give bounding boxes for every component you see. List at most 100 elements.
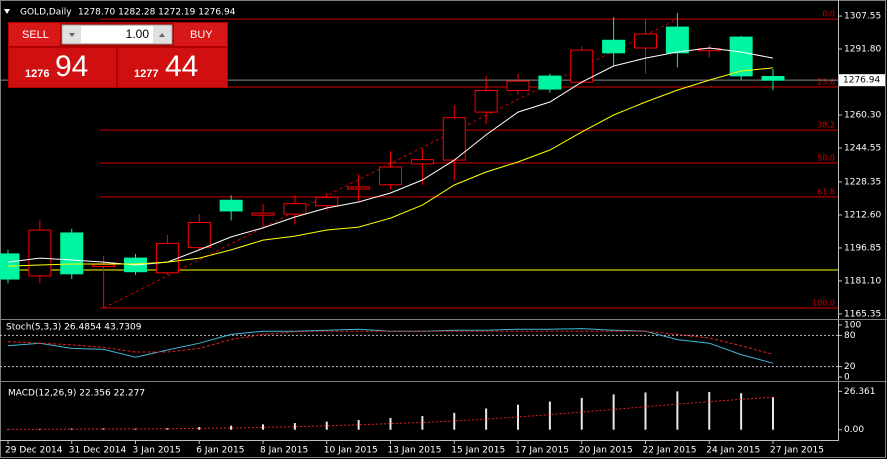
fib-label: 100.0 <box>812 298 835 307</box>
trade-panel: SELL 1.00 BUY 1276 94 1277 44 <box>8 22 228 88</box>
candle-body <box>602 39 626 54</box>
macd-bar <box>421 416 424 430</box>
stoch-title: Stoch(5,3,3) 26.4854 43.7309 <box>6 323 142 333</box>
macd-bar <box>485 408 488 430</box>
candle-body <box>379 166 402 186</box>
macd-bar <box>325 421 328 430</box>
bid-label: 1276.94 <box>843 76 880 86</box>
macd-bar <box>38 428 41 430</box>
macd-bar <box>612 394 615 430</box>
x-tick-label: 13 Jan 2015 <box>388 446 442 456</box>
fib-label: 50.0 <box>817 154 835 163</box>
candle-body <box>506 80 530 92</box>
y-tick-label: 20 <box>844 362 856 372</box>
macd-bar <box>166 428 169 430</box>
x-tick-label: 31 Dec 2014 <box>69 446 127 456</box>
macd-bar <box>230 425 233 430</box>
fib-label: 61.8 <box>817 187 835 196</box>
macd-bar <box>102 428 105 430</box>
fib-label: 0.0 <box>822 10 835 19</box>
macd-bar <box>198 427 201 430</box>
candle-body <box>155 242 179 274</box>
candle-body <box>28 229 52 277</box>
ohlc-header: 1278.70 1282.28 1272.19 1276.94 <box>78 8 236 18</box>
y-tick-label: 1228.35 <box>844 177 881 187</box>
series-line <box>7 328 774 364</box>
candle-body <box>570 49 594 83</box>
y-tick-label: 1165.35 <box>844 309 881 319</box>
x-tick-label: 3 Jan 2015 <box>133 446 181 456</box>
y-tick-label: 1307.55 <box>844 12 881 22</box>
macd-title: MACD(12,26,9) 22.356 22.277 <box>8 389 145 399</box>
candle-body <box>219 199 243 212</box>
macd-bar <box>357 419 360 430</box>
series-line <box>7 67 774 267</box>
macd-bar <box>389 417 392 430</box>
collapse-icon[interactable] <box>4 9 10 14</box>
bid-tag <box>839 74 885 87</box>
macd-bar <box>134 428 137 430</box>
y-tick-label: 100 <box>844 321 861 331</box>
buy-price-box[interactable] <box>118 48 227 87</box>
volume-input[interactable] <box>61 24 173 45</box>
y-tick-label: 1291.80 <box>844 45 881 55</box>
sell-price-box[interactable] <box>9 48 116 87</box>
y-tick-label: 0 <box>844 373 850 383</box>
candle-body <box>347 186 371 190</box>
x-tick-label: 20 Jan 2015 <box>579 446 633 456</box>
candle-body <box>251 212 275 216</box>
x-tick-label: 15 Jan 2015 <box>451 446 505 456</box>
y-tick-label: 1181.10 <box>844 276 881 286</box>
fib-label: 23.6 <box>817 77 835 86</box>
x-tick-label: 8 Jan 2015 <box>260 446 308 456</box>
y-tick-label: 80 <box>844 331 856 341</box>
macd-bar <box>644 392 647 430</box>
macd-bar <box>548 401 551 430</box>
candle-body <box>187 221 211 249</box>
fib-label: 38.2 <box>817 121 835 130</box>
buy-button[interactable] <box>174 23 227 46</box>
bid-prefix: 1276 <box>25 68 49 80</box>
x-tick-label: 10 Jan 2015 <box>324 446 378 456</box>
candle-body <box>665 26 689 54</box>
candle-body <box>761 75 785 81</box>
y-tick-label: 0.00 <box>844 425 864 435</box>
x-tick-label: 27 Jan 2015 <box>770 446 824 456</box>
y-tick-label: 1260.30 <box>844 111 881 121</box>
macd-bar <box>262 424 264 430</box>
chart-title: GOLD,Daily <box>20 8 72 18</box>
macd-bar <box>772 397 774 430</box>
candle-body <box>729 36 753 77</box>
x-tick-label: 29 Dec 2014 <box>5 446 63 456</box>
macd-bar <box>676 391 679 430</box>
macd-bar <box>580 397 583 430</box>
y-tick-label: 1196.85 <box>844 243 881 253</box>
macd-bar <box>517 404 519 430</box>
x-tick-label: 17 Jan 2015 <box>515 446 569 456</box>
x-tick-label: 22 Jan 2015 <box>643 446 697 456</box>
candle-body <box>634 33 657 49</box>
macd-bar <box>293 423 296 430</box>
candle-body <box>410 159 434 165</box>
y-tick-label: 1212.60 <box>844 210 881 220</box>
macd-bar <box>740 393 743 430</box>
buy-label: BUY <box>190 29 213 41</box>
y-tick-label: 26.361 <box>844 387 876 397</box>
macd-bar <box>708 391 711 430</box>
ask-prefix: 1277 <box>134 68 158 80</box>
down-arrow <box>69 33 75 37</box>
up-arrow <box>159 33 165 37</box>
volume-value: 1.00 <box>126 27 150 41</box>
candle-body <box>60 232 84 275</box>
candle-body <box>92 263 116 267</box>
x-tick-label: 6 Jan 2015 <box>196 446 244 456</box>
sell-button[interactable] <box>9 23 60 46</box>
candle-body <box>315 196 339 207</box>
sell-label: SELL <box>22 29 49 41</box>
candle-body <box>474 90 498 113</box>
candle-body <box>538 75 562 90</box>
candle-body <box>283 203 307 215</box>
macd-bar <box>453 412 456 430</box>
